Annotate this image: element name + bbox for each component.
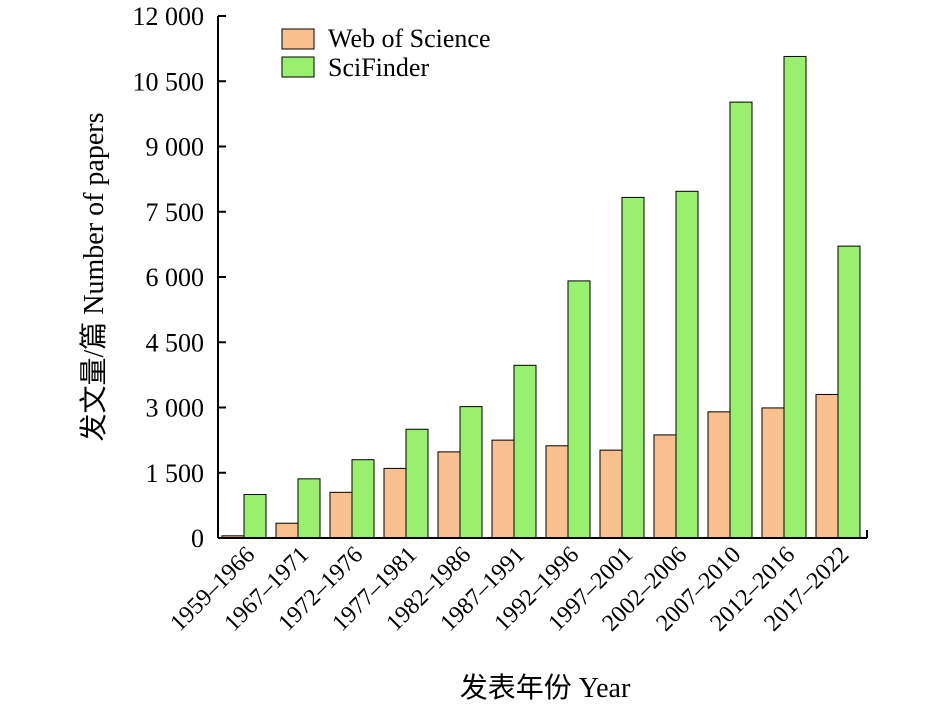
legend: Web of Science SciFinder bbox=[281, 24, 491, 82]
bar-web-of-science-10 bbox=[707, 411, 731, 539]
y-tick-label: 6 000 bbox=[146, 263, 205, 292]
y-tick-label: 7 500 bbox=[146, 198, 205, 227]
bar-scifinder-5 bbox=[459, 406, 483, 539]
bar-web-of-science-6 bbox=[491, 439, 515, 539]
bar-scifinder-4 bbox=[405, 428, 429, 539]
bar-web-of-science-4 bbox=[383, 467, 407, 539]
bar-web-of-science-11 bbox=[761, 407, 785, 539]
y-tick-label: 0 bbox=[191, 524, 204, 553]
x-axis-title: 发表年份 Year bbox=[460, 672, 631, 704]
bar-web-of-science-2 bbox=[275, 522, 299, 539]
y-axis-title: 发文量/篇 Number of papers bbox=[78, 113, 110, 442]
x-ticks-group: 1959–19661967–19711972–19761977–19811982… bbox=[165, 542, 854, 637]
bar-scifinder-8 bbox=[621, 196, 645, 539]
bar-scifinder-10 bbox=[729, 101, 753, 539]
y-tick-label: 12 000 bbox=[133, 2, 205, 31]
y-tick-label: 3 000 bbox=[146, 394, 205, 423]
bar-web-of-science-7 bbox=[545, 445, 569, 539]
y-ticks-group: 0 1 500 3 000 4 500 6 000 7 500 9 000 10 500 12 … bbox=[133, 2, 226, 553]
bar-scifinder-9 bbox=[675, 190, 699, 539]
y-tick-label: 10 500 bbox=[133, 67, 205, 96]
y-tick-label: 9 000 bbox=[146, 133, 205, 162]
bar-scifinder-1 bbox=[243, 494, 267, 539]
legend-label-scifinder: SciFinder bbox=[328, 53, 429, 82]
bar-scifinder-7 bbox=[567, 280, 591, 539]
bar-web-of-science-3 bbox=[329, 491, 353, 539]
bar-web-of-science-12 bbox=[815, 393, 839, 539]
bar-web-of-science-9 bbox=[653, 434, 677, 539]
y-tick-label: 4 500 bbox=[146, 328, 205, 357]
bar-web-of-science-8 bbox=[599, 449, 623, 539]
y-tick-label: 1 500 bbox=[146, 459, 205, 488]
legend-swatch-web-of-science bbox=[281, 28, 315, 50]
bar-scifinder-2 bbox=[297, 478, 321, 539]
legend-swatch-scifinder bbox=[281, 56, 315, 78]
bar-scifinder-3 bbox=[351, 459, 375, 539]
bar-scifinder-6 bbox=[513, 364, 537, 539]
bars-group bbox=[221, 55, 861, 539]
bar-scifinder-12 bbox=[837, 245, 861, 539]
legend-label-web-of-science: Web of Science bbox=[328, 24, 491, 53]
bar-scifinder-11 bbox=[783, 55, 807, 539]
bar-web-of-science-5 bbox=[437, 451, 461, 539]
